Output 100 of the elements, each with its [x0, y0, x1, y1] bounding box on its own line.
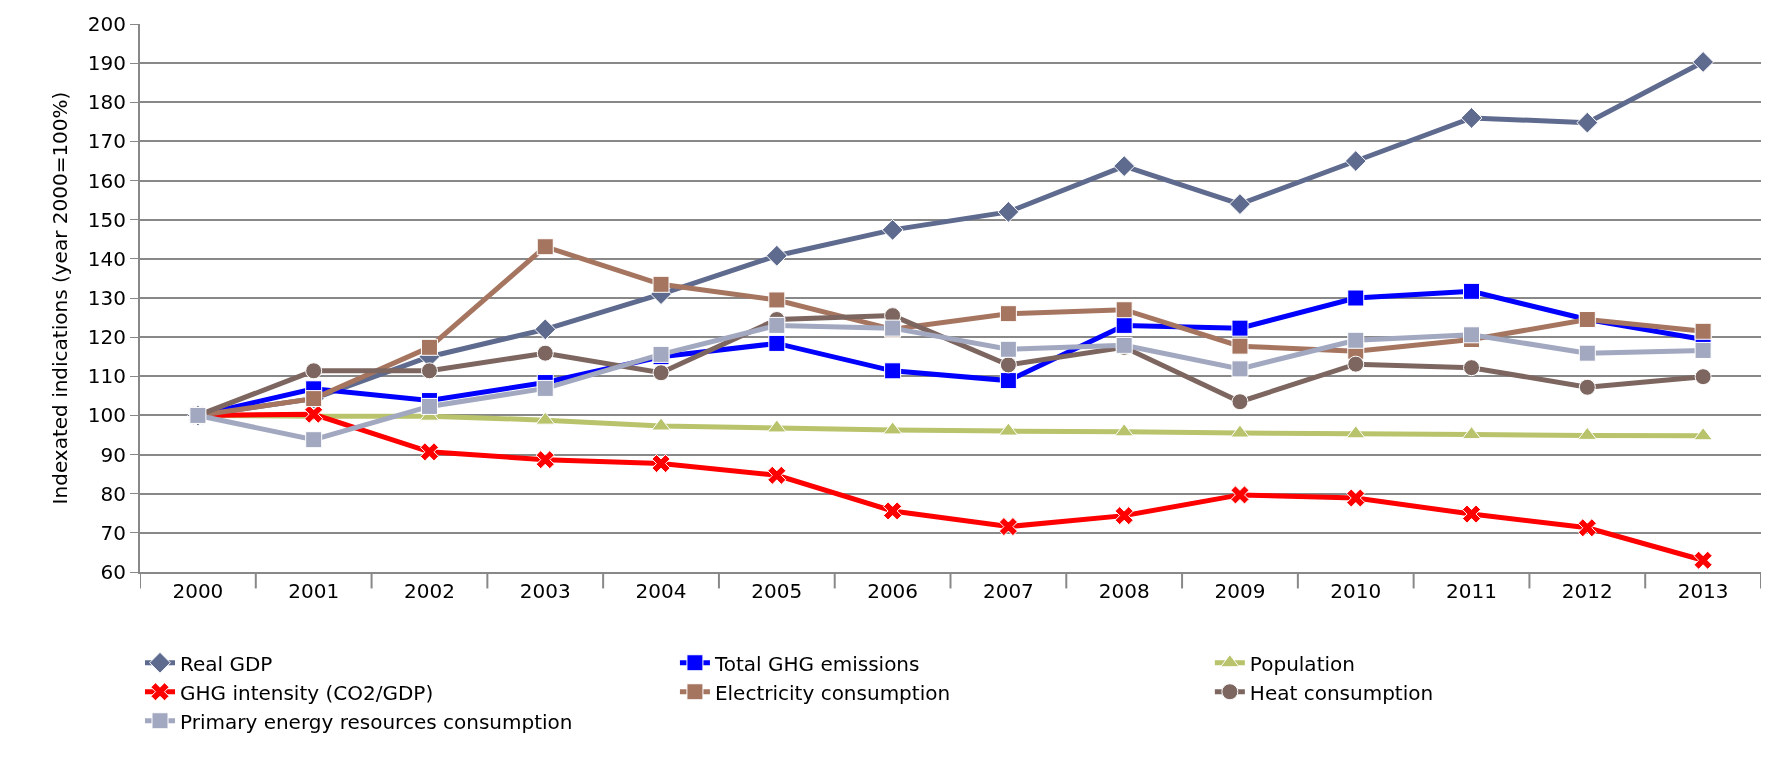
point [998, 517, 1018, 537]
point [536, 238, 554, 256]
y-tick-label: 100 [87, 403, 126, 428]
point [1231, 393, 1249, 411]
point [1115, 301, 1133, 319]
point [651, 417, 671, 431]
point [535, 450, 555, 470]
point [305, 362, 323, 380]
point [997, 200, 1020, 223]
point [767, 465, 787, 485]
point [1231, 319, 1249, 337]
legend-label: GHG intensity (CO2/GDP) [180, 680, 434, 705]
y-tick-label: 60 [100, 560, 126, 584]
point [999, 305, 1017, 323]
x-tick-label: 2012 [1561, 579, 1613, 603]
x-tick-label: 2000 [172, 579, 224, 603]
x-tick-label: 2008 [1098, 579, 1150, 603]
x-tick-label: 2006 [867, 579, 919, 603]
point [1460, 107, 1483, 129]
point [1693, 427, 1713, 441]
point [1578, 378, 1596, 396]
point [1114, 423, 1134, 437]
x-tick-label: 2001 [288, 579, 340, 603]
point [1463, 359, 1481, 377]
point [1463, 282, 1481, 300]
legend-label: Primary energy resources consumption [180, 709, 573, 734]
x-tick-label: 2004 [635, 579, 687, 603]
point [1230, 485, 1250, 505]
x-tick-label: 2009 [1214, 579, 1266, 603]
point [419, 442, 440, 462]
y-tick-label: 80 [100, 481, 126, 506]
x-tick-label: 2010 [1330, 579, 1382, 603]
point [999, 356, 1017, 374]
point [1576, 111, 1599, 134]
point [1694, 322, 1712, 340]
y-tick-label: 190 [87, 51, 126, 76]
point [883, 501, 903, 521]
point [1693, 550, 1713, 570]
legend-label: Real GDP [180, 651, 273, 676]
x-tick-label: 2002 [404, 579, 455, 603]
y-tick-label: 130 [87, 286, 126, 310]
y-tick-label: 90 [100, 442, 126, 467]
point [1231, 360, 1249, 378]
point [1231, 337, 1249, 355]
legend-label: Electricity consumption [714, 680, 951, 705]
point [768, 316, 786, 334]
point [1346, 488, 1366, 508]
y-tick-label: 110 [87, 364, 126, 389]
point [1692, 51, 1715, 73]
point [1230, 424, 1250, 438]
x-tick-label: 2005 [751, 579, 803, 603]
point [1694, 368, 1712, 386]
point [1347, 331, 1365, 349]
y-axis-title: Indexated indications (year 2000=100%) [47, 91, 72, 505]
point [420, 338, 438, 356]
y-tick-label: 180 [87, 90, 126, 115]
point [1114, 506, 1134, 526]
y-tick-label: 120 [87, 325, 126, 350]
legend-label: Population [1249, 651, 1355, 676]
point [536, 344, 554, 362]
y-tick-label: 70 [100, 520, 126, 545]
point [884, 362, 902, 380]
point [420, 397, 438, 415]
point [1463, 326, 1481, 344]
x-tick-label: 2007 [982, 579, 1034, 603]
y-tick-label: 140 [87, 246, 126, 271]
point [1344, 150, 1367, 172]
point [999, 372, 1017, 390]
point [1229, 193, 1251, 215]
point [536, 379, 554, 397]
point [765, 244, 788, 267]
legend-label: Heat consumption [1249, 680, 1434, 705]
point [1461, 504, 1482, 524]
x-tick-label: 2013 [1677, 579, 1729, 603]
point [652, 275, 670, 293]
point [1347, 289, 1365, 307]
point [1346, 425, 1366, 439]
y-tick-label: 150 [87, 207, 126, 232]
x-tick-label: 2003 [519, 579, 571, 603]
point [1577, 518, 1597, 538]
point [651, 454, 671, 474]
point [305, 431, 323, 449]
point [1694, 341, 1712, 359]
legend-label: Total GHG emissions [713, 651, 920, 676]
point [768, 334, 786, 352]
point [881, 218, 904, 241]
point [420, 362, 438, 380]
point [1113, 155, 1136, 177]
point [999, 340, 1017, 358]
point [534, 318, 557, 341]
y-tick-label: 170 [87, 129, 126, 154]
x-tick-label: 2011 [1446, 579, 1497, 603]
y-tick-label: 160 [87, 168, 126, 193]
point [1347, 355, 1365, 373]
point [767, 419, 787, 433]
point [1578, 344, 1596, 362]
point [768, 291, 786, 309]
point [535, 411, 555, 425]
point [1115, 316, 1133, 334]
point [652, 364, 670, 382]
